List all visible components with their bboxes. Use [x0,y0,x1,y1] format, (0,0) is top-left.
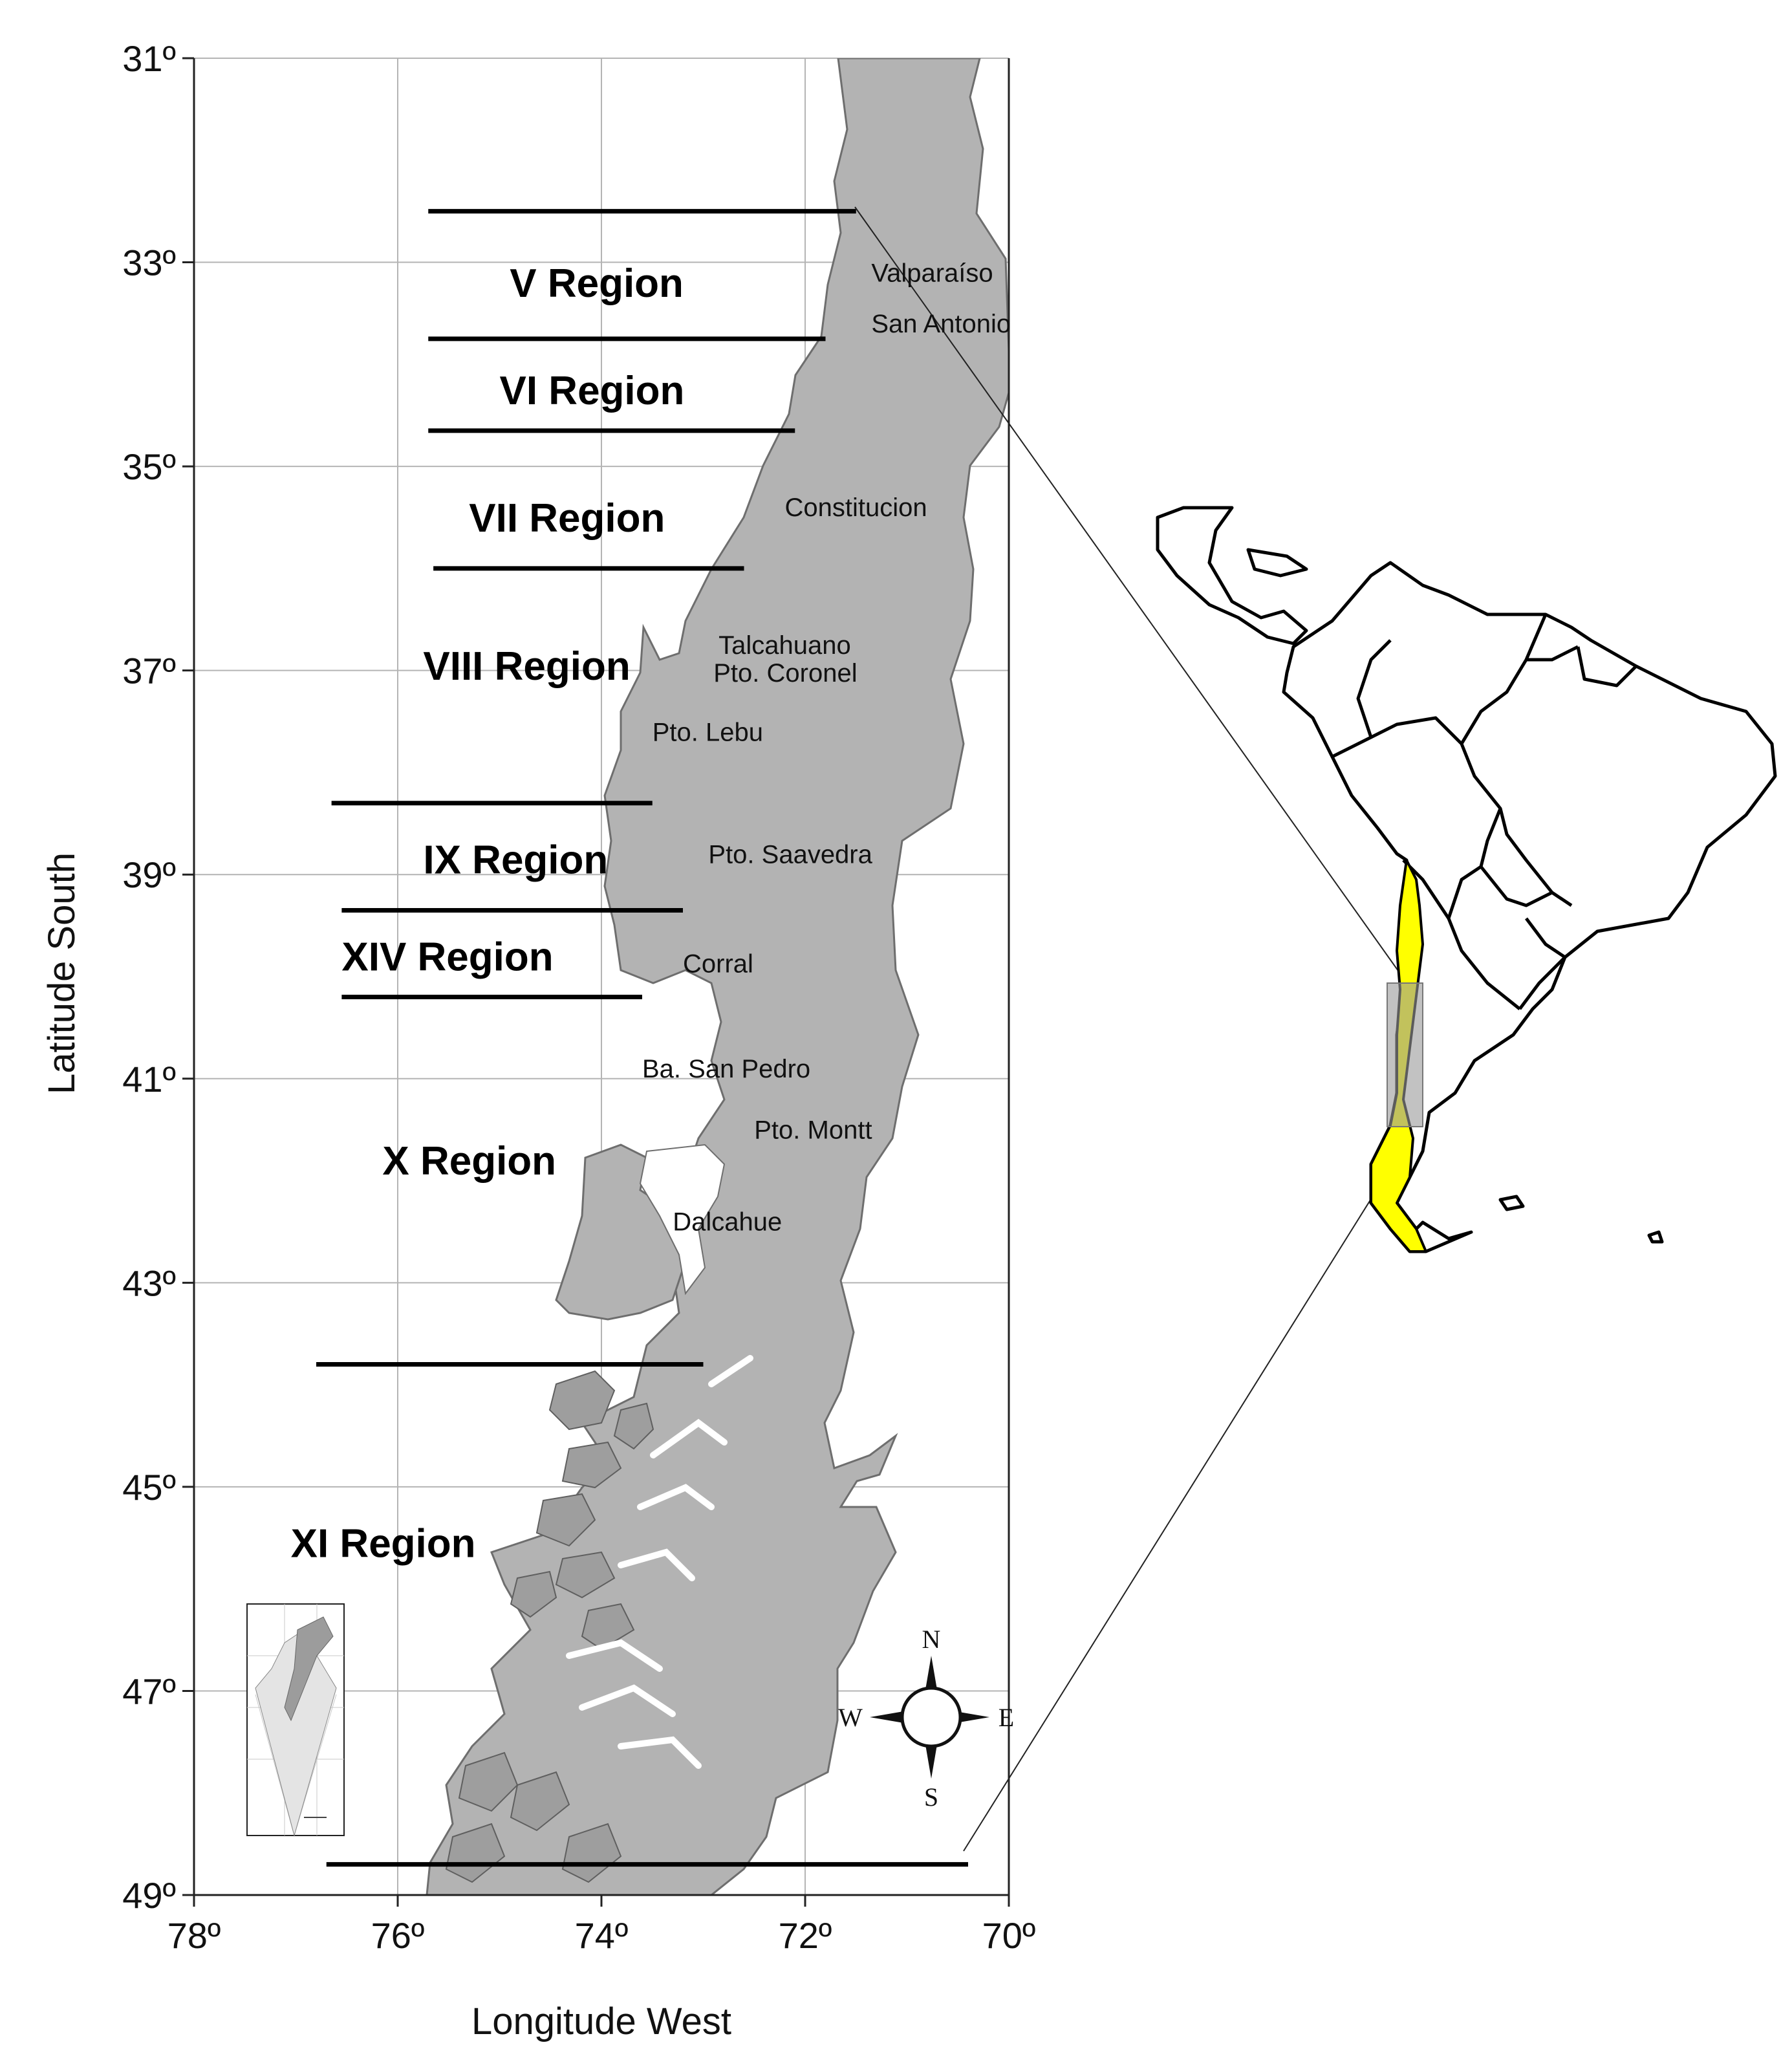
y-tick-label: 39º [122,854,176,895]
region-label: XIV Region [341,935,553,979]
region-label: VI Region [500,369,685,413]
y-tick-label: 37º [122,651,176,691]
x-axis-ticks: 78º 76º 74º 72º 70º [167,1895,1036,1956]
town-label: Pto. Montt [754,1116,872,1145]
compass-east: E [999,1703,1014,1732]
town-label: Talcahuano [718,631,851,660]
y-tick-label: 35º [122,446,176,487]
locator-selection-box [1387,982,1423,1127]
south-america-locator-icon [1156,506,1777,1253]
compass-west: W [838,1703,863,1732]
town-label: Dalcahue [673,1208,782,1237]
region-labels: V Region VI Region VII Region VIII Region IX… [291,261,685,1566]
region-label: VII Region [469,496,665,541]
region-boundaries [316,209,968,1867]
y-tick-label: 31º [122,38,176,79]
chile-land [426,58,1009,1895]
compass-north: N [922,1625,941,1654]
region-label: V Region [510,261,684,306]
y-axis-title: Latitude South [41,852,83,1094]
town-label: San Antonio [871,310,1011,338]
y-tick-label: 45º [122,1467,176,1508]
y-tick-label: 43º [122,1262,176,1303]
y-axis-ticks: 31º 33º 35º 37º 39º 41º 43º 45º 47º 49º [122,38,194,1916]
town-label: Pto. Coronel [713,659,857,688]
y-tick-label: 33º [122,243,176,283]
x-tick-label: 76º [371,1915,425,1956]
region-label: XI Region [291,1522,476,1566]
chile-mainland [426,58,1009,1895]
y-tick-label: 49º [122,1875,176,1916]
town-label: Pto. Saavedra [708,841,872,869]
zoom-connector-lines [854,206,1416,1852]
y-tick-label: 47º [122,1671,176,1711]
town-label: Valparaíso [871,259,993,287]
town-label: Corral [683,949,753,978]
x-axis-title: Longitude West [471,2000,731,2042]
x-tick-label: 74º [575,1915,629,1956]
archipelago-islands [445,1370,654,1883]
town-label: Ba. San Pedro [642,1055,810,1083]
town-label: Constitucion [785,493,927,522]
x-tick-label: 70º [982,1915,1036,1956]
x-tick-label: 78º [167,1915,221,1956]
antarctica-inset-icon [246,1603,345,1837]
region-label: VIII Region [423,644,630,689]
inner-sea [639,1143,726,1295]
region-label: IX Region [423,838,608,883]
compass-rose-icon: N S W E [838,1625,1014,1812]
x-tick-label: 72º [779,1915,832,1956]
fjord-channels [566,1355,753,1769]
compass-south: S [924,1782,938,1812]
town-label: Pto. Lebu [653,718,763,746]
town-labels: Valparaíso San Antonio Constitucion Talcahu… [642,259,1011,1236]
y-tick-label: 41º [122,1059,176,1099]
region-label: X Region [382,1139,556,1184]
